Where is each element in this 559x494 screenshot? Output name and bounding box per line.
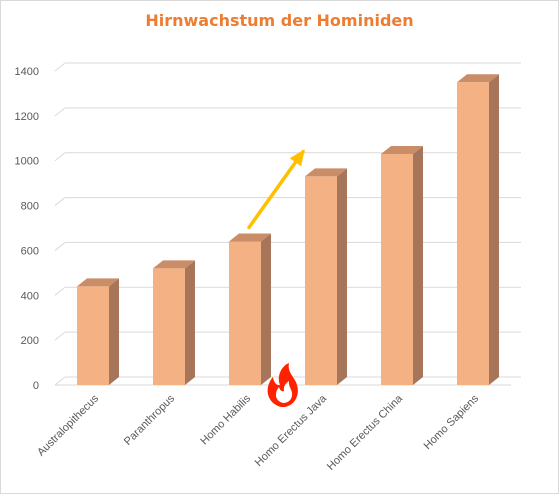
bar [457,82,489,385]
x-tick-label: Homo Habilis [198,392,253,447]
y-tick-label: 1400 [15,66,39,78]
y-tick-label: 400 [21,290,39,302]
gridline-depth [54,376,66,386]
bar-side [261,233,271,385]
bar-top [153,260,195,269]
gridline-depth [54,286,66,296]
bar [381,153,413,385]
bar [153,268,185,385]
x-tick-label: Australopithecus [35,392,101,458]
x-tick-label: Paranthropus [122,392,178,448]
fire-icon [267,363,298,407]
arrow-head [289,149,305,167]
gridline-depth [54,107,66,117]
x-tick-label: Homo Erectus China [325,392,406,473]
up-right-arrow-icon [247,149,305,230]
bar-top [381,145,423,154]
bar-side [185,260,195,385]
bar-top [305,168,347,177]
bar-side [413,145,423,385]
y-tick-label: 800 [21,201,39,213]
gridline-depth [54,242,66,251]
y-tick-label: 0 [33,380,39,392]
bar-side [109,278,119,385]
bar [305,176,337,385]
gridline-depth [54,331,66,341]
bar-top [77,278,119,287]
y-tick-label: 200 [21,335,39,347]
bar-top [229,233,271,242]
gridline-depth [54,62,66,72]
bar [77,286,109,385]
x-tick-label: Homo Sapiens [422,392,482,452]
chart-title: Hirnwachstum der Hominiden [145,11,414,30]
y-tick-label: 600 [21,245,39,257]
bar-side [489,74,499,385]
bar [229,241,261,385]
bar-side [337,168,347,385]
bar-top [457,74,499,83]
y-tick-label: 1000 [15,156,39,168]
y-tick-label: 1200 [15,111,39,123]
gridline-depth [54,197,66,206]
flame-inner [275,381,293,403]
gridline-depth [54,152,66,162]
